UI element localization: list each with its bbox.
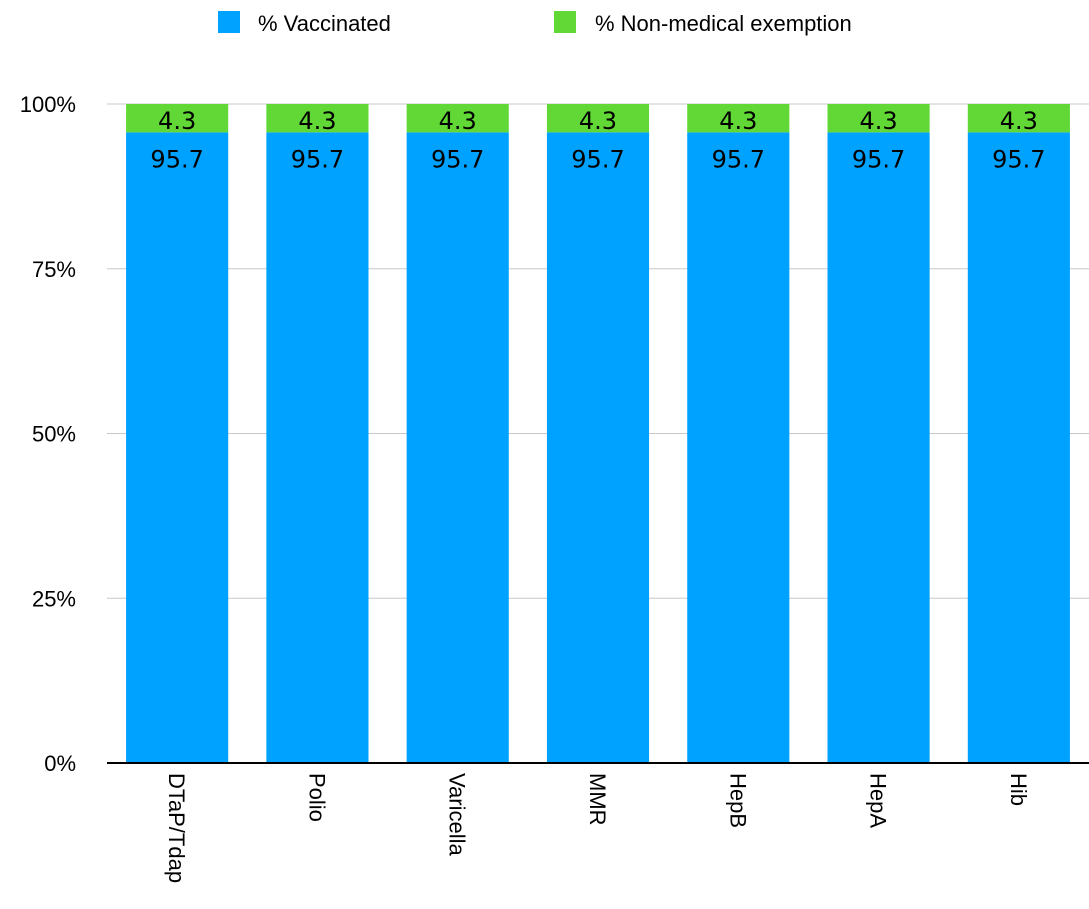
bar-exemption — [827, 104, 930, 133]
bar-exemption — [967, 104, 1070, 133]
x-axis-labels: DTaP/Tdap Polio Varicella MMR HepB HepA Hib — [164, 773, 1031, 883]
bars: 95.7 4.3 95.7 4.3 95.7 4.3 95.7 4.3 95.7 4.3 95.7 4… — [126, 104, 1070, 763]
data-label-exemption: 4.3 — [298, 107, 336, 135]
data-label-exemption: 4.3 — [719, 107, 757, 135]
data-label-vaccinated: 95.7 — [712, 145, 765, 173]
data-label-exemption: 4.3 — [859, 107, 897, 135]
data-label-exemption: 4.3 — [1000, 107, 1038, 135]
bar-vaccinated — [406, 132, 509, 763]
y-tick-label: 75% — [32, 257, 76, 282]
data-label-vaccinated: 95.7 — [852, 145, 905, 173]
x-tick-label: HepB — [725, 773, 750, 828]
legend-swatch-exemption — [554, 11, 576, 33]
bar-vaccinated — [126, 132, 229, 763]
bar-vaccinated — [546, 132, 650, 763]
bar-exemption — [546, 104, 650, 133]
bar-exemption — [266, 104, 369, 133]
legend-label-exemption: % Non-medical exemption — [595, 11, 852, 36]
data-label-vaccinated: 95.7 — [291, 145, 344, 173]
y-tick-label: 0% — [44, 751, 76, 776]
x-tick-label: Varicella — [445, 773, 470, 857]
legend-swatch-vaccinated — [218, 11, 240, 33]
bar-exemption — [687, 104, 790, 133]
bar-vaccinated — [687, 132, 790, 763]
y-tick-label: 100% — [20, 92, 76, 117]
y-tick-label: 50% — [32, 422, 76, 447]
data-label-vaccinated: 95.7 — [992, 145, 1045, 173]
y-tick-label: 25% — [32, 586, 76, 611]
y-axis: 0% 25% 50% 75% 100% — [20, 92, 76, 776]
data-label-exemption: 4.3 — [158, 107, 196, 135]
bar-vaccinated — [266, 132, 369, 763]
data-label-vaccinated: 95.7 — [431, 145, 484, 173]
bar-vaccinated — [967, 132, 1070, 763]
data-label-vaccinated: 95.7 — [571, 145, 624, 173]
x-tick-label: HepA — [866, 773, 891, 828]
legend: % Vaccinated % Non-medical exemption — [218, 11, 852, 36]
legend-label-vaccinated: % Vaccinated — [258, 11, 391, 36]
data-label-exemption: 4.3 — [579, 107, 617, 135]
bar-exemption — [126, 104, 229, 133]
x-tick-label: MMR — [585, 773, 610, 826]
x-tick-label: Polio — [304, 773, 329, 822]
data-label-exemption: 4.3 — [439, 107, 477, 135]
x-tick-label: DTaP/Tdap — [164, 773, 189, 883]
bar-exemption — [406, 104, 509, 133]
x-tick-label: Hib — [1006, 773, 1031, 806]
bar-vaccinated — [827, 132, 930, 763]
data-label-vaccinated: 95.7 — [150, 145, 203, 173]
